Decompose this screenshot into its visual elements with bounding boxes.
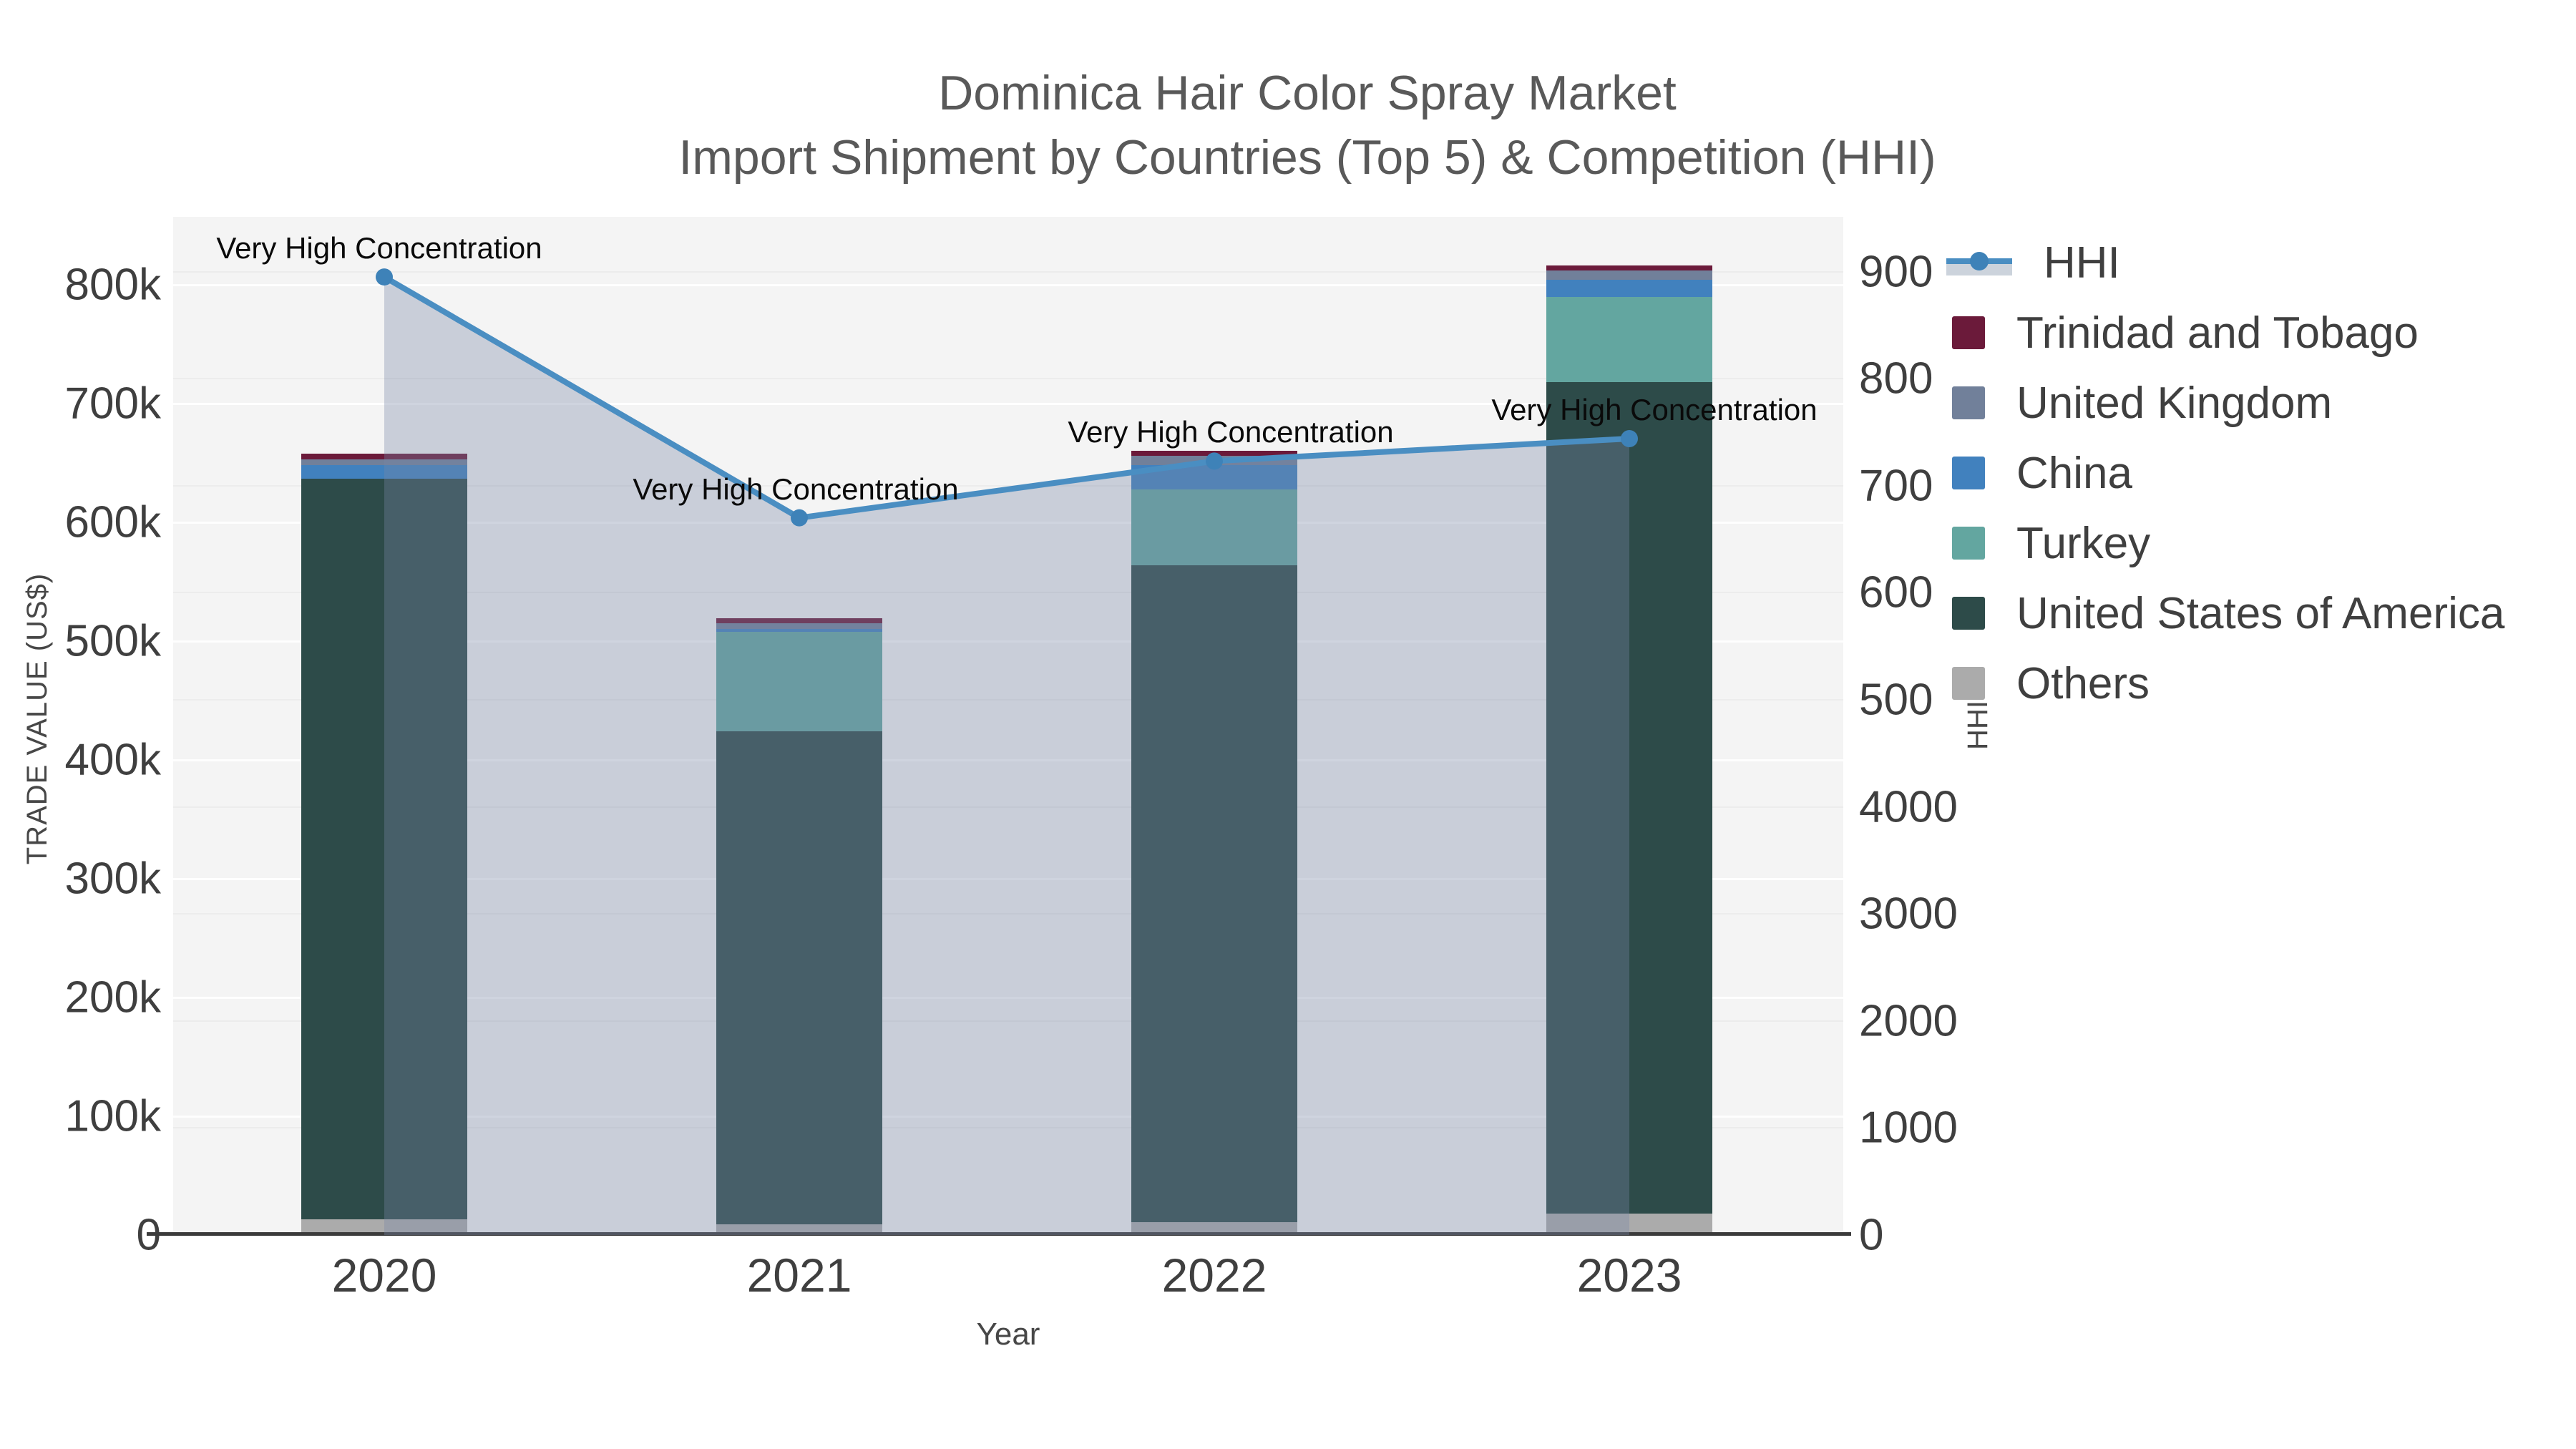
gridline-left-600k bbox=[173, 521, 1843, 524]
hhi-point-2023[interactable] bbox=[1621, 429, 1638, 447]
gridline-right-2000 bbox=[173, 1020, 1843, 1022]
y-left-tick-200k: 200k bbox=[64, 972, 161, 1023]
bar-segment-united-kingdom-2023[interactable] bbox=[1546, 270, 1712, 280]
legend-swatch-icon bbox=[1952, 386, 1985, 419]
bar-segment-turkey-2021[interactable] bbox=[716, 631, 882, 732]
bar-segment-others-2022[interactable] bbox=[1131, 1221, 1297, 1235]
annotation-2021: Very High Concentration bbox=[633, 472, 959, 506]
bar-segment-china-2023[interactable] bbox=[1546, 280, 1712, 297]
x-tick-2020: 2020 bbox=[331, 1249, 437, 1302]
legend-swatch-icon bbox=[1952, 597, 1985, 630]
gridline-right-600 bbox=[173, 592, 1843, 594]
bar-segment-trinidad-and-tobago-2021[interactable] bbox=[716, 618, 882, 624]
gridline-right-500 bbox=[173, 699, 1843, 701]
y-right-tick-500: 500 bbox=[1859, 675, 1933, 725]
legend-item-china[interactable]: China bbox=[1941, 438, 2132, 508]
gridline-left-400k bbox=[173, 758, 1843, 761]
y-right-tick-1000: 1000 bbox=[1859, 1103, 1958, 1153]
y-right-tick-4000: 4000 bbox=[1859, 782, 1958, 832]
annotation-2023: Very High Concentration bbox=[1491, 392, 1818, 426]
x-tick-2022: 2022 bbox=[1161, 1249, 1267, 1302]
legend-item-label: Others bbox=[2016, 658, 2150, 708]
gridline-right-4000 bbox=[173, 806, 1843, 808]
x-tick-2021: 2021 bbox=[746, 1249, 852, 1302]
legend-swatch-icon bbox=[1952, 667, 1985, 700]
legend-swatch-icon bbox=[1952, 457, 1985, 489]
bar-segment-united-kingdom-2021[interactable] bbox=[716, 623, 882, 630]
bar-segment-united-states-of-america-2020[interactable] bbox=[301, 478, 467, 1220]
gridline-left-300k bbox=[173, 877, 1843, 880]
hhi-point-2021[interactable] bbox=[791, 509, 808, 527]
legend-item-label: United Kingdom bbox=[2016, 378, 2333, 428]
legend-item-label: Trinidad and Tobago bbox=[2016, 308, 2419, 358]
legend-item-label: China bbox=[2016, 448, 2132, 498]
legend-swatch-icon bbox=[1952, 527, 1985, 560]
bar-segment-others-2020[interactable] bbox=[301, 1219, 467, 1235]
x-tick-2023: 2023 bbox=[1576, 1249, 1682, 1302]
legend-item-label: United States of America bbox=[2016, 588, 2505, 638]
y-right-tick-900: 900 bbox=[1859, 247, 1933, 297]
legend-item-united-states-of-america[interactable]: United States of America bbox=[1941, 578, 2504, 648]
legend-item-label: HHI bbox=[2044, 238, 2120, 288]
gridline-right-900 bbox=[173, 270, 1843, 273]
y-left-tick-500k: 500k bbox=[64, 616, 161, 666]
hhi-point-2022[interactable] bbox=[1206, 452, 1223, 470]
bar-segment-united-states-of-america-2022[interactable] bbox=[1131, 565, 1297, 1222]
bar-segment-china-2020[interactable] bbox=[301, 465, 467, 479]
y-right-tick-600: 600 bbox=[1859, 567, 1933, 618]
legend-item-label: Turkey bbox=[2016, 518, 2151, 568]
bar-segment-trinidad-and-tobago-2020[interactable] bbox=[301, 453, 467, 460]
y-right-tick-0: 0 bbox=[1859, 1210, 1884, 1260]
y-left-tick-800k: 800k bbox=[64, 260, 161, 310]
bar-segment-china-2021[interactable] bbox=[716, 629, 882, 632]
legend-item-hhi[interactable]: HHI bbox=[1941, 228, 2120, 298]
bar-segment-turkey-2022[interactable] bbox=[1131, 489, 1297, 565]
hhi-line-legend-icon bbox=[1946, 246, 2012, 279]
bar-segment-united-states-of-america-2023[interactable] bbox=[1546, 382, 1712, 1214]
y-right-tick-3000: 3000 bbox=[1859, 889, 1958, 939]
chart-title: Dominica Hair Color Spray Market Import … bbox=[678, 62, 1936, 190]
x-axis-line bbox=[147, 1232, 1851, 1236]
gridline-left-500k bbox=[173, 640, 1843, 643]
y-left-tick-100k: 100k bbox=[64, 1091, 161, 1141]
y-left-tick-300k: 300k bbox=[64, 854, 161, 904]
legend-item-turkey[interactable]: Turkey bbox=[1941, 508, 2150, 578]
legend-swatch-icon bbox=[1952, 316, 1985, 349]
annotation-2022: Very High Concentration bbox=[1068, 415, 1394, 449]
x-axis-title: Year bbox=[976, 1317, 1040, 1352]
gridline-right-1000 bbox=[173, 1127, 1843, 1129]
hhi-point-2020[interactable] bbox=[376, 268, 393, 286]
y-left-tick-600k: 600k bbox=[64, 497, 161, 547]
bar-segment-trinidad-and-tobago-2023[interactable] bbox=[1546, 265, 1712, 271]
chart-title-line2: Import Shipment by Countries (Top 5) & C… bbox=[678, 130, 1936, 185]
chart-title-line1: Dominica Hair Color Spray Market bbox=[938, 66, 1677, 120]
bar-segment-others-2023[interactable] bbox=[1546, 1214, 1712, 1235]
annotation-2020: Very High Concentration bbox=[216, 231, 542, 265]
legend-item-trinidad-and-tobago[interactable]: Trinidad and Tobago bbox=[1941, 298, 2419, 368]
y-right-tick-700: 700 bbox=[1859, 461, 1933, 511]
y-right-tick-2000: 2000 bbox=[1859, 996, 1958, 1046]
y-left-tick-400k: 400k bbox=[64, 735, 161, 785]
y-left-tick-700k: 700k bbox=[64, 379, 161, 429]
gridline-left-100k bbox=[173, 1115, 1843, 1118]
bar-segment-united-states-of-america-2021[interactable] bbox=[716, 731, 882, 1225]
legend-item-others[interactable]: Others bbox=[1941, 648, 2150, 718]
y-right-tick-800: 800 bbox=[1859, 353, 1933, 404]
gridline-left-200k bbox=[173, 996, 1843, 999]
bar-segment-turkey-2023[interactable] bbox=[1546, 296, 1712, 383]
y-left-tick-0: 0 bbox=[14, 1210, 161, 1261]
bar-segment-united-kingdom-2020[interactable] bbox=[301, 459, 467, 466]
legend-item-united-kingdom[interactable]: United Kingdom bbox=[1941, 368, 2332, 438]
gridline-right-3000 bbox=[173, 913, 1843, 915]
